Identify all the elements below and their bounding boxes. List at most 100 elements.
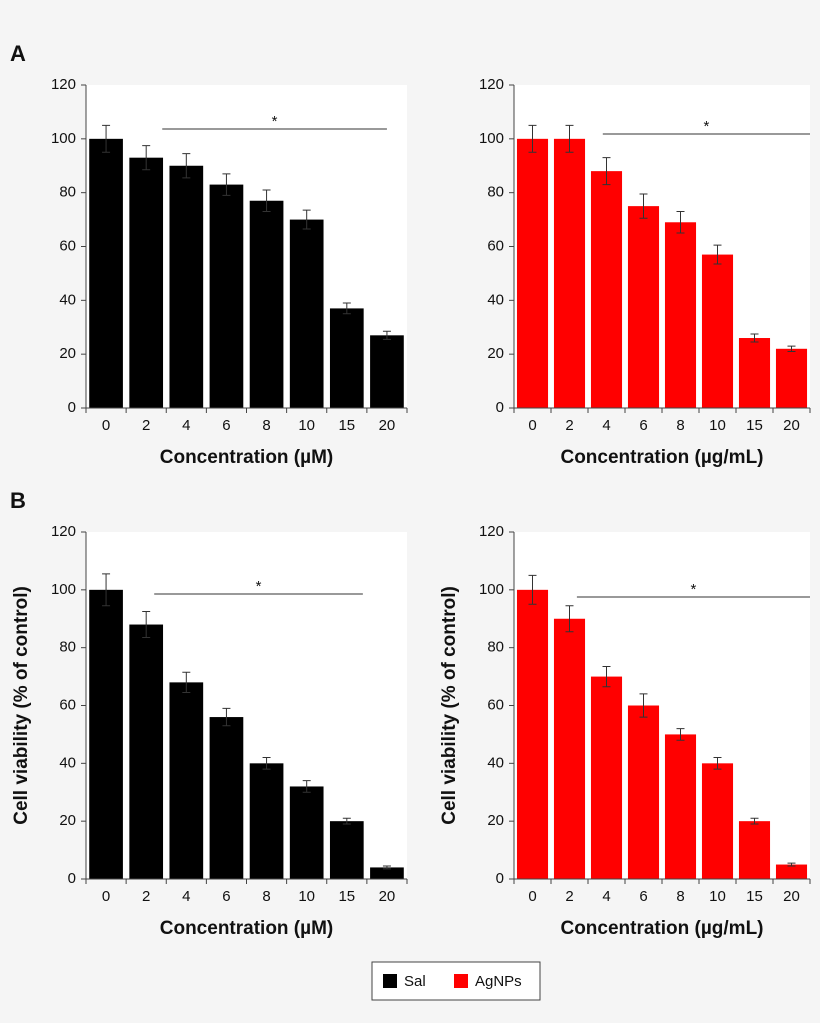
error-bar: [750, 333, 759, 343]
y-tick-label: 20: [487, 812, 504, 829]
y-tick-label: 60: [487, 696, 504, 713]
x-tick-label: 2: [565, 888, 573, 905]
y-tick-label: 40: [59, 754, 76, 771]
error-bar: [676, 728, 685, 741]
error-bar: [302, 780, 311, 793]
y-tick-label: 120: [51, 76, 76, 93]
error-bar: [676, 211, 685, 234]
error-bar: [102, 573, 111, 607]
legend-label: Sal: [404, 973, 426, 990]
error-bar: [382, 865, 391, 870]
bar: [738, 821, 771, 879]
error-bar: [302, 209, 311, 230]
error-bar: [602, 157, 611, 186]
bar: [553, 618, 586, 879]
y-tick-label: 20: [487, 345, 504, 362]
significance-star: *: [272, 113, 278, 130]
y-tick-label: 100: [479, 130, 504, 147]
bar: [701, 763, 734, 879]
bar: [249, 200, 284, 408]
x-tick-label: 8: [676, 417, 684, 434]
error-bar: [565, 605, 574, 633]
error-bar: [262, 189, 271, 213]
x-tick-label: 15: [338, 417, 355, 434]
y-tick-label: 100: [479, 581, 504, 598]
bar: [775, 348, 808, 408]
bar: [627, 206, 660, 408]
y-tick-label: 80: [487, 639, 504, 656]
error-bar: [182, 671, 191, 693]
x-tick-label: 2: [142, 417, 150, 434]
y-tick-label: 80: [59, 639, 76, 656]
bar: [329, 308, 364, 408]
x-axis-title: Concentration (µM): [160, 447, 334, 468]
y-tick-label: 100: [51, 130, 76, 147]
x-tick-label: 20: [379, 888, 396, 905]
error-bar: [222, 173, 231, 196]
bar: [89, 589, 123, 879]
bar: [516, 589, 549, 879]
panel-label: B: [10, 488, 26, 513]
legend-label: AgNPs: [475, 973, 522, 990]
y-tick-label: 40: [59, 291, 76, 308]
error-bar: [222, 707, 231, 727]
x-tick-label: 10: [298, 417, 315, 434]
bar: [129, 157, 164, 408]
x-tick-label: 6: [222, 888, 230, 905]
x-axis-title: Concentration (µg/mL): [560, 447, 763, 468]
x-axis-title: Concentration (µM): [160, 918, 334, 939]
bar: [329, 821, 364, 879]
legend-swatch: [383, 974, 397, 988]
bar: [738, 338, 771, 408]
y-tick-label: 120: [479, 76, 504, 93]
bar: [249, 763, 284, 879]
y-tick-label: 60: [487, 237, 504, 254]
error-bar: [750, 817, 759, 825]
y-tick-label: 80: [59, 184, 76, 201]
x-tick-label: 6: [639, 417, 647, 434]
x-tick-label: 20: [783, 417, 800, 434]
error-bar: [342, 817, 351, 825]
x-tick-label: 0: [102, 417, 110, 434]
bar: [590, 171, 623, 408]
x-tick-label: 15: [338, 888, 355, 905]
y-tick-label: 100: [51, 581, 76, 598]
bar: [370, 335, 404, 408]
y-tick-label: 40: [487, 291, 504, 308]
y-tick-label: 40: [487, 754, 504, 771]
bar: [89, 138, 123, 409]
error-bar: [639, 693, 648, 718]
y-tick-label: 20: [59, 812, 76, 829]
x-tick-label: 8: [262, 888, 270, 905]
x-tick-label: 6: [222, 417, 230, 434]
bar: [627, 705, 660, 879]
y-tick-label: 120: [479, 523, 504, 540]
y-tick-label: 0: [496, 870, 504, 887]
bar: [289, 219, 324, 408]
error-bar: [565, 124, 574, 153]
x-tick-label: 0: [528, 417, 536, 434]
error-bar: [602, 665, 611, 688]
x-tick-label: 6: [639, 888, 647, 905]
x-tick-label: 10: [709, 888, 726, 905]
error-bar: [342, 302, 351, 315]
x-tick-label: 15: [746, 417, 763, 434]
x-tick-label: 4: [182, 888, 190, 905]
bar: [553, 138, 586, 409]
bar: [370, 867, 404, 879]
x-tick-label: 0: [102, 888, 110, 905]
significance-star: *: [691, 581, 697, 598]
error-bar: [787, 862, 796, 867]
bar: [289, 786, 324, 879]
x-tick-label: 4: [182, 417, 190, 434]
x-tick-label: 4: [602, 417, 610, 434]
x-tick-label: 10: [298, 888, 315, 905]
error-bar: [713, 757, 722, 770]
y-tick-label: 60: [59, 237, 76, 254]
y-tick-label: 80: [487, 184, 504, 201]
error-bar: [142, 611, 151, 639]
bar: [590, 676, 623, 879]
x-tick-label: 10: [709, 417, 726, 434]
bar: [664, 734, 697, 879]
